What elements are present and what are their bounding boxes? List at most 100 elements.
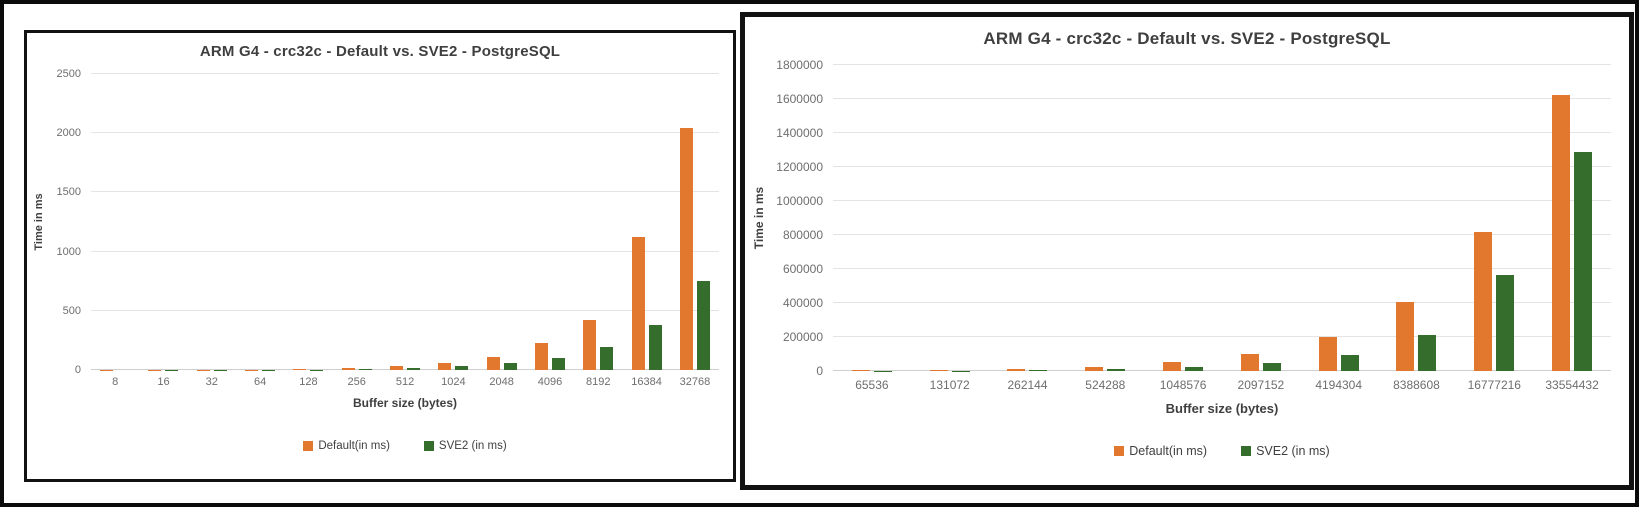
x-tick-label: 16777216 [1467, 378, 1521, 392]
x-tick-label: 8192 [586, 376, 611, 388]
y-axis-title: Time in ms [33, 193, 45, 251]
y-tick-label: 0 [816, 364, 823, 378]
bar-default [1085, 366, 1104, 371]
plot-area: 0 200000 400000 600000 800000 1000000 1200000 1… [776, 58, 1611, 378]
bar-sve2 [648, 325, 662, 370]
x-tick-label: 32 [205, 376, 218, 388]
bar-default [851, 370, 870, 371]
bar-sve2 [1029, 370, 1048, 371]
x-tick-label: 32768 [679, 376, 711, 388]
bar-default [1396, 301, 1415, 371]
chart-plot-region: Time in ms 0 200000 400000 600000 800000 1000… [752, 58, 1611, 378]
bar-group [1144, 65, 1222, 371]
x-tick-label: 524288 [1085, 378, 1126, 392]
bar-sve2 [358, 368, 372, 370]
x-tick-label: 8 [112, 376, 119, 388]
bars-layer [833, 65, 1611, 371]
bar-sve2 [1262, 362, 1281, 371]
bar-group [526, 74, 574, 370]
legend: Default(in ms) SVE2 (in ms) [27, 440, 733, 452]
legend-item-sve2: SVE2 (in ms) [1241, 444, 1330, 458]
gridline [833, 64, 1611, 65]
bar-group [989, 65, 1067, 371]
bar-group [188, 74, 236, 370]
y-tick-label: 200000 [782, 330, 823, 345]
bar-sve2 [551, 357, 565, 370]
gridline [833, 166, 1611, 167]
bar-default [929, 369, 948, 371]
x-tick-label: 1048576 [1159, 378, 1207, 392]
x-tick-label: 262144 [1007, 378, 1048, 392]
chart-panel-small-buffers: ARM G4 - crc32c - Default vs. SVE2 - Pos… [24, 30, 736, 482]
bar-sve2 [503, 362, 517, 370]
bar-sve2 [1418, 335, 1437, 371]
bar-default [1240, 353, 1259, 371]
bar-group [429, 74, 477, 370]
bar-sve2 [600, 346, 614, 370]
bar-default [1474, 232, 1493, 371]
gridline [91, 73, 719, 74]
legend-item-default: Default(in ms) [1114, 444, 1207, 458]
bar-default [1318, 336, 1337, 371]
bar-chart: ARM G4 - crc32c - Default vs. SVE2 - Pos… [745, 29, 1629, 497]
legend-item-sve2: SVE2 (in ms) [423, 440, 507, 452]
legend-label-default: Default(in ms) [318, 440, 390, 452]
x-tick-label: 16 [157, 376, 170, 388]
legend-label-sve2: SVE2 (in ms) [1256, 444, 1330, 458]
bar-sve2 [1340, 354, 1359, 371]
bar-group [381, 74, 429, 370]
legend-label-sve2: SVE2 (in ms) [438, 440, 507, 452]
x-axis-tick-labels: 8 16 32 64 128 256 512 1024 2048 4096 8192 16384 327… [91, 376, 719, 388]
bars-layer [91, 74, 719, 370]
bar-default [534, 343, 548, 370]
gridline [833, 234, 1611, 236]
chart-plot-region: Time in ms 0 500 1000 1500 2000 2500 [33, 68, 719, 376]
bar-group [139, 74, 187, 370]
default-series-swatch-icon [1114, 446, 1125, 456]
gridline [91, 309, 719, 311]
bar-sve2 [1185, 367, 1204, 371]
x-tick-label: 1024 [441, 376, 466, 388]
x-axis-title: Buffer size (bytes) [1165, 401, 1279, 416]
y-tick-label: 1400000 [776, 126, 823, 140]
gridline [833, 200, 1611, 201]
bar-sve2 [455, 365, 469, 370]
bar-group [833, 65, 911, 371]
x-tick-label: 2048 [489, 376, 514, 388]
bar-sve2 [1574, 151, 1593, 371]
bar-group [671, 74, 719, 370]
bar-group [574, 74, 622, 370]
y-tick-label: 600000 [782, 262, 823, 276]
bar-group [1533, 65, 1611, 371]
bar-group [1066, 65, 1144, 371]
bar-group [333, 74, 381, 370]
gridline [833, 336, 1611, 338]
x-axis-title: Buffer size (bytes) [352, 396, 458, 410]
x-tick-label: 4194304 [1315, 378, 1363, 392]
bar-default [1552, 94, 1571, 371]
y-tick-label: 1000 [56, 245, 81, 258]
y-axis-title: Time in ms [752, 186, 766, 250]
bar-sve2 [1496, 274, 1515, 371]
chart-title: ARM G4 - crc32c - Default vs. SVE2 - Pos… [199, 43, 561, 60]
x-tick-label: 33554432 [1545, 378, 1599, 392]
bar-default [390, 366, 404, 370]
legend: Default(in ms) SVE2 (in ms) [745, 444, 1629, 458]
gridline [833, 132, 1611, 133]
bar-group [236, 74, 284, 370]
gridline [833, 370, 1611, 371]
bar-default [341, 368, 355, 370]
legend-label-default: Default(in ms) [1129, 444, 1208, 458]
y-tick-label: 0 [74, 364, 81, 376]
y-tick-label: 1200000 [776, 160, 823, 174]
sve2-series-swatch-icon [1241, 446, 1252, 456]
bar-default [631, 237, 645, 370]
x-axis-tick-labels: 65536 131072 262144 524288 1048576 2097152 419… [833, 378, 1611, 392]
bar-group [478, 74, 526, 370]
gridline [91, 250, 719, 252]
bar-group [1378, 65, 1456, 371]
x-tick-label: 512 [395, 376, 415, 388]
x-tick-label: 4096 [537, 376, 563, 388]
bar-chart: ARM G4 - crc32c - Default vs. SVE2 - Pos… [27, 43, 733, 489]
bar-sve2 [696, 281, 710, 370]
